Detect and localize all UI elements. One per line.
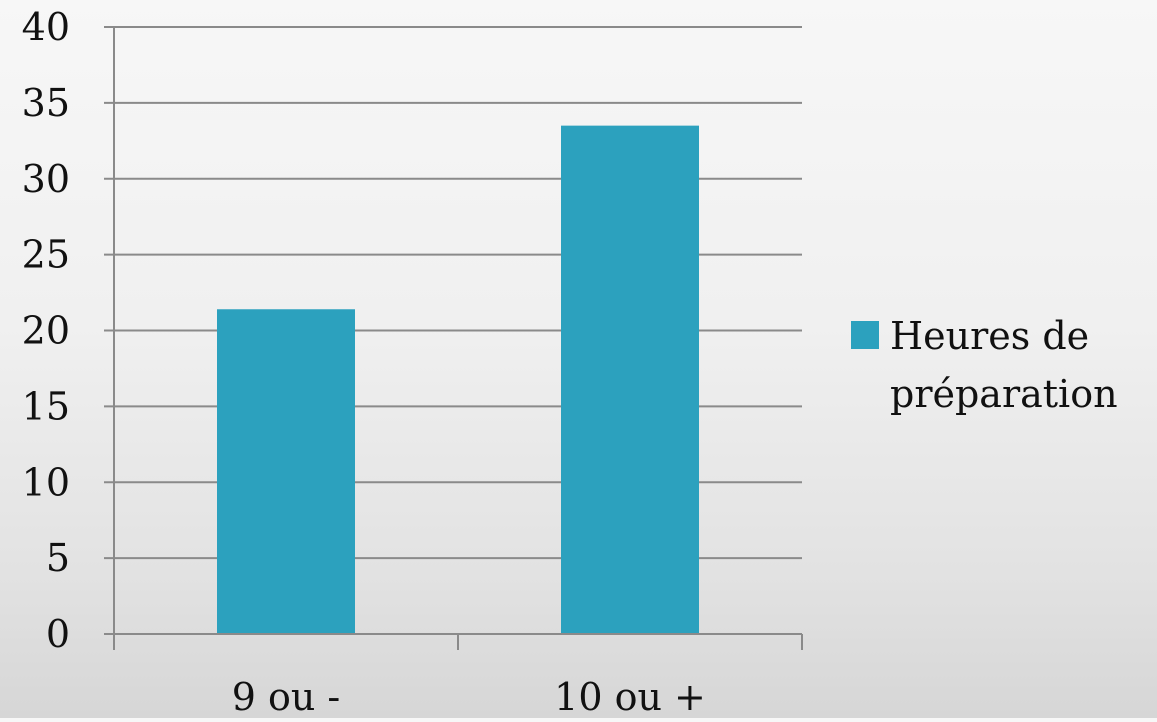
y-axis-ticks: 0 5 10 15 20 25 30 35 40 [22, 5, 114, 656]
bars-group [217, 125, 699, 634]
bar [561, 125, 699, 634]
legend-swatch [851, 321, 879, 349]
legend-label-line-1: Heures de [890, 314, 1089, 358]
y-tick-label: 25 [22, 233, 70, 277]
x-axis-ticks: 9 ou - 10 ou + [113, 634, 803, 719]
legend-label-line-2: préparation [890, 372, 1118, 416]
y-tick-label: 15 [22, 384, 70, 428]
y-tick-label: 35 [22, 81, 70, 125]
bar [217, 309, 355, 634]
y-tick-label: 5 [46, 536, 70, 580]
y-tick-label: 0 [46, 612, 70, 656]
y-tick-label: 30 [22, 157, 70, 201]
legend: Heures de préparation [851, 314, 1118, 416]
y-tick-label: 20 [22, 309, 70, 353]
y-tick-label: 10 [22, 460, 70, 504]
y-tick-label: 40 [22, 5, 70, 49]
x-category-label: 9 ou - [232, 675, 341, 718]
x-category-label: 10 ou + [554, 675, 706, 718]
